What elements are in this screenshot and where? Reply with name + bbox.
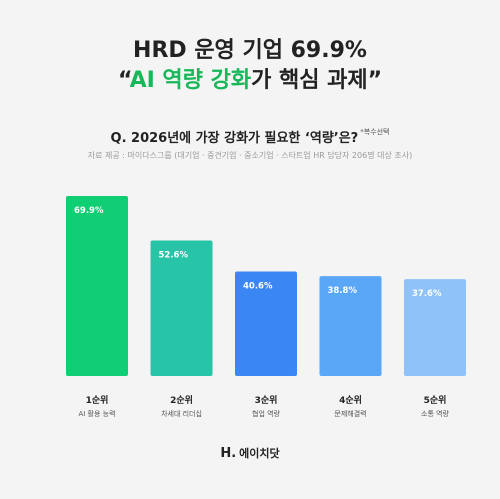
- logo-mark-icon: H.: [220, 446, 237, 461]
- question: Q. 2026년에 가장 강화가 필요한 ‘역량’은? *복수선택: [0, 127, 500, 146]
- source-note: 자료 제공 : 마이다스그룹 (대기업 · 중견기업 · 중소기업 · 스타트업…: [87, 151, 413, 160]
- bar-value-label-5: 37.6%: [412, 289, 442, 299]
- bar-5: [404, 279, 466, 376]
- rank-label-4: 4순위: [339, 394, 362, 406]
- headline-highlight: AI 역량 강화: [129, 68, 252, 93]
- headline-line-2: “AI 역량 강화가 핵심 과제”: [0, 66, 500, 96]
- headline: HRD 운영 기업 69.9% “AI 역량 강화가 핵심 과제”: [0, 36, 500, 96]
- rank-label-2: 2순위: [170, 394, 193, 406]
- bar-3: [235, 271, 297, 376]
- bar-value-label-4: 38.8%: [328, 286, 358, 296]
- bar-value-label-3: 40.6%: [243, 281, 273, 291]
- rank-label-1: 1순위: [86, 394, 109, 406]
- logo-text: 에이치닷: [239, 447, 280, 460]
- bar-1: [66, 196, 128, 376]
- headline-line-1: HRD 운영 기업 69.9%: [133, 38, 367, 63]
- rank-label-5: 5순위: [424, 394, 447, 406]
- question-text: Q. 2026년에 가장 강화가 필요한 ‘역량’은?: [110, 131, 359, 146]
- bar-2: [150, 240, 213, 376]
- category-label-3: 협업 역량: [252, 409, 281, 418]
- question-note: *복수선택: [360, 128, 390, 136]
- headline-quote-open: “: [117, 68, 130, 93]
- category-label-1: AI 활용 능력: [78, 409, 115, 418]
- rank-label-3: 3순위: [255, 394, 278, 406]
- headline-suffix: 가 핵심 과제”: [251, 68, 383, 93]
- footer-logo: H. 에이치닷: [0, 445, 500, 461]
- category-label-4: 문제해결력: [334, 409, 366, 418]
- bar-value-label-2: 52.6%: [159, 251, 189, 261]
- bar-value-label-1: 69.9%: [74, 206, 104, 216]
- category-label-2: 차세대 리더십: [161, 409, 202, 418]
- bar-4: [319, 276, 382, 376]
- category-label-5: 소통 역량: [421, 409, 450, 418]
